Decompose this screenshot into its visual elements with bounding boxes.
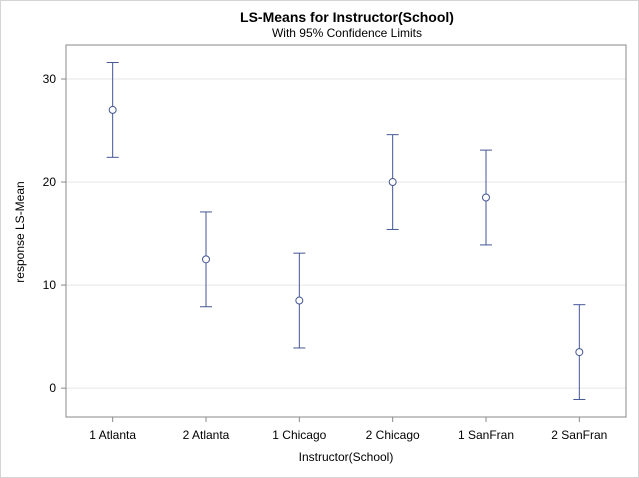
confidence-interval (480, 149, 492, 246)
confidence-interval (386, 134, 399, 230)
x-tick-label: 2 Chicago (366, 428, 420, 442)
x-tick-label: 1 SanFran (458, 428, 514, 442)
confidence-interval (200, 211, 212, 308)
plot-area (65, 44, 627, 418)
chart-subtitle: With 95% Confidence Limits (272, 26, 422, 40)
chart-title: LS-Means for Instructor(School) (240, 9, 454, 25)
confidence-interval (106, 62, 119, 158)
y-tick-label: 10 (43, 278, 57, 292)
y-tick-label: 0 (49, 381, 56, 395)
confidence-interval (573, 304, 586, 400)
y-tick-label: 20 (43, 175, 57, 189)
y-axis-label: response LS-Mean (13, 181, 27, 282)
data-marks (106, 62, 586, 400)
mean-point (108, 105, 117, 114)
x-axis-label: Instructor(School) (299, 450, 394, 464)
mean-point (482, 193, 490, 202)
x-tick-label: 1 Chicago (272, 428, 326, 442)
confidence-interval (293, 252, 306, 349)
gridlines (66, 78, 626, 389)
y-axis: 0 10 20 30 (43, 72, 66, 395)
mean-point (202, 255, 210, 264)
y-tick-label: 30 (43, 72, 57, 86)
x-tick-label: 1 Atlanta (89, 428, 136, 442)
x-tick-label: 2 Atlanta (183, 428, 230, 442)
mean-point (575, 348, 584, 357)
x-tick-label: 2 SanFran (551, 428, 607, 442)
x-axis: 1 Atlanta 2 Atlanta 1 Chicago 2 Chicago 1 Sa… (89, 417, 607, 442)
mean-point (295, 296, 304, 305)
mean-point (388, 178, 397, 187)
